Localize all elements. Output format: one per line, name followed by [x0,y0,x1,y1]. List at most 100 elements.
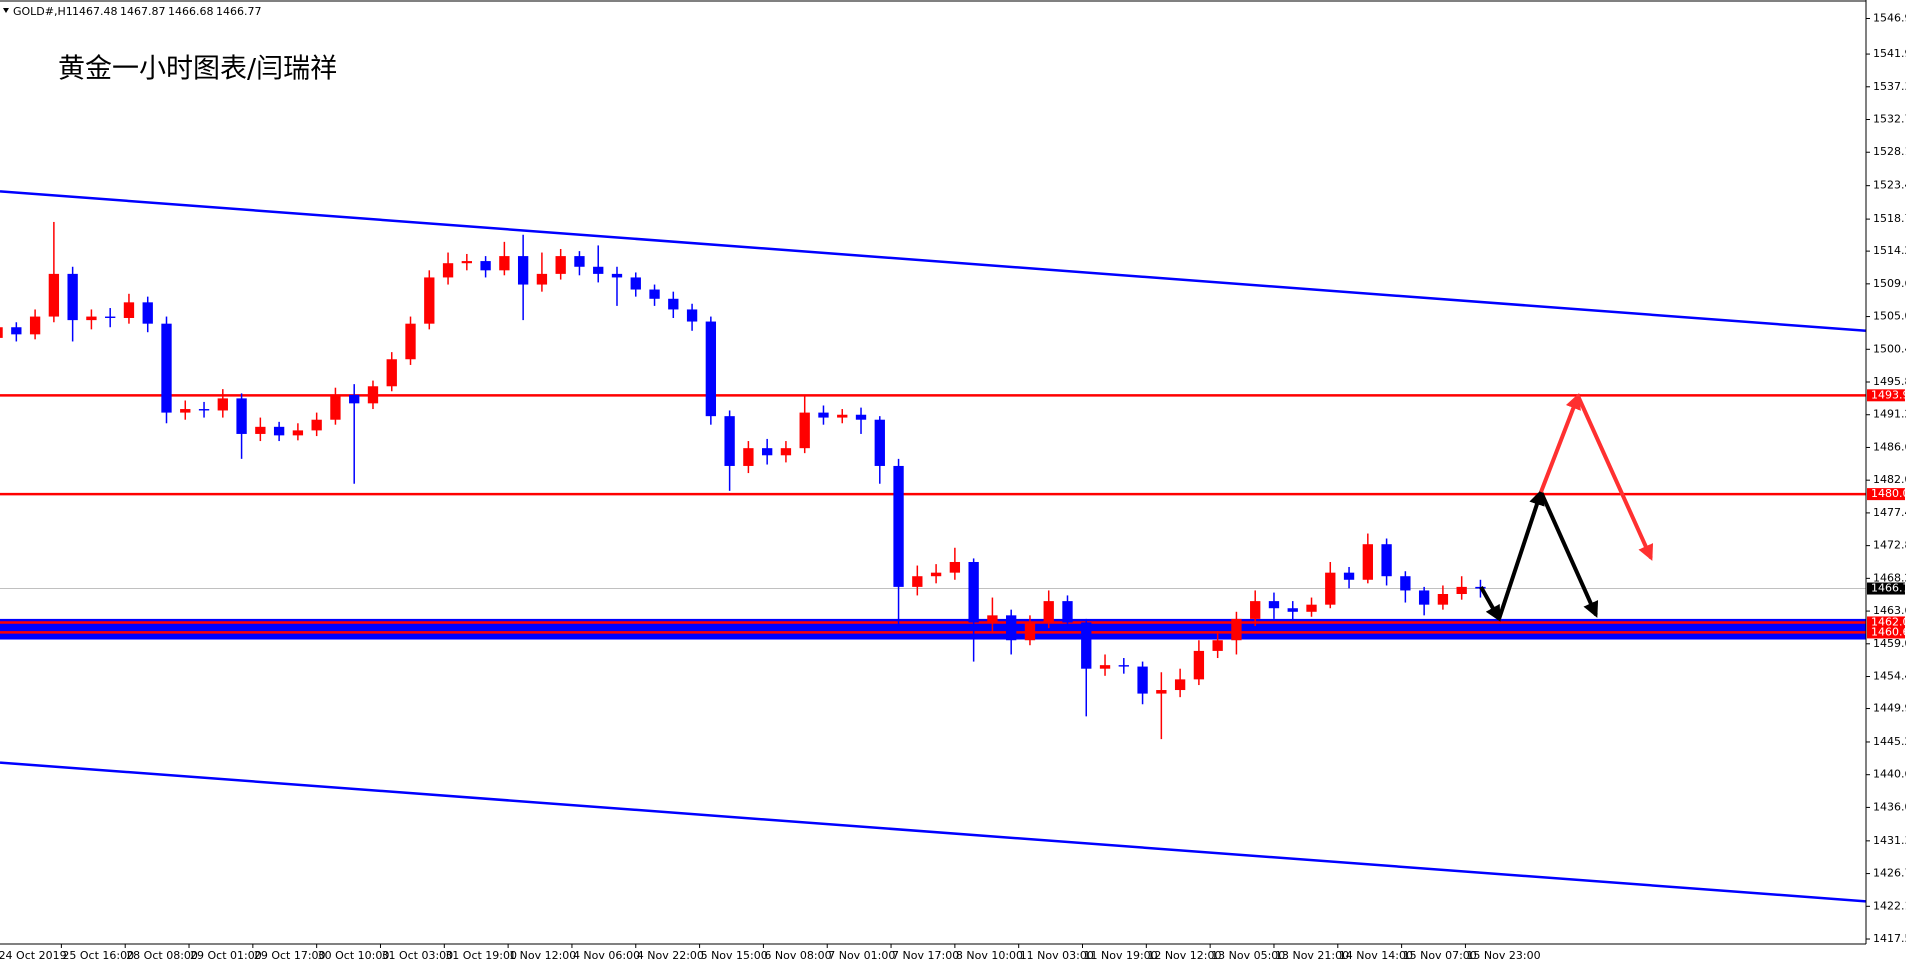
y-tick-label: 1514.20 [1873,244,1906,257]
y-tick-label: 1431.30 [1873,834,1906,847]
candle-body [799,412,810,449]
y-tick-label: 1454.40 [1873,670,1906,683]
x-tick-label: 15 Nov 07:00 [1403,949,1477,962]
candle-body [161,323,172,413]
arrows [1479,393,1654,622]
candle-body [292,430,304,436]
candle-body [555,256,566,274]
x-tick-label: 14 Nov 14:00 [1339,949,1413,962]
candle-body [536,273,548,285]
candle-body [1437,594,1449,605]
candle-body [705,321,717,417]
candle-body [1287,608,1298,612]
candle-body [517,256,529,285]
candle-body [105,316,116,318]
y-tick-label: 1449.90 [1873,702,1906,715]
candle-body [48,273,60,317]
candle-body [1362,544,1373,580]
price-tag-label: 1460.60 [1871,625,1906,638]
candle-body [217,398,228,411]
price-tag-label: 1462.00 [1871,615,1906,628]
candle-body [255,426,266,434]
y-tick-label: 1541.90 [1873,47,1906,60]
price-tag [1867,616,1905,629]
x-tick-label: 4 Nov 22:00 [637,949,704,962]
candle-body [67,273,78,321]
y-tick-label: 1486.60 [1873,440,1906,453]
trend-line [0,761,1867,903]
x-tick-label: 7 Nov 01:00 [828,949,895,962]
candle-body [442,263,454,278]
candle-body [1024,622,1036,641]
x-tick-label: 31 Oct 19:00 [445,949,517,962]
candle-body [649,289,660,299]
candle-body [1250,601,1261,619]
y-tick-label: 1440.60 [1873,768,1906,781]
candle-body [349,394,360,404]
candle-body [1268,601,1280,609]
candle-body [0,327,3,338]
x-tick-label: 24 Oct 2019 [0,949,67,962]
candle-body [424,277,435,324]
y-tick-label: 1491.20 [1873,408,1906,421]
header-value: 1467.48 [72,5,118,18]
y-tick-label: 1477.40 [1873,506,1906,519]
x-tick-label: 7 Nov 17:00 [892,949,959,962]
x-tick-label: 15 Nov 23:00 [1466,949,1540,962]
candle-body [780,448,792,456]
candle-body [180,409,191,413]
price-tag [1867,626,1905,639]
candle-body [123,302,135,318]
candle-body [668,298,679,310]
candle-body [499,256,510,271]
y-tick-label: 1422.10 [1873,899,1906,912]
candle-body [1231,618,1242,641]
candle-body [1381,544,1392,577]
y-tick-label: 1509.60 [1873,277,1906,290]
header-value: 1467.87 [120,5,166,18]
price-tag-label: 1466.77 [1871,582,1906,595]
candle-body [574,256,585,267]
y-tick-label: 1482.00 [1873,473,1906,486]
x-tick-label: 11 Nov 19:00 [1084,949,1158,962]
candle-body [1156,690,1167,694]
candle-body [593,266,604,274]
candle-body [1174,679,1186,691]
arrow [1539,393,1581,493]
candle-body [724,416,735,466]
x-tick-label: 8 Nov 10:00 [956,949,1023,962]
arrow [1497,488,1545,620]
menu-triangle [3,8,9,13]
x-tick-label: 6 Nov 08:00 [764,949,831,962]
candle-body [86,316,97,321]
candle-body [686,309,698,322]
y-tick-label: 1417.50 [1873,932,1906,945]
x-tick-label: 13 Nov 21:00 [1275,949,1349,962]
x-tick-label: 12 Nov 12:00 [1147,949,1221,962]
x-tick-label: 31 Oct 03:00 [381,949,453,962]
y-tick-label: 1459.00 [1873,637,1906,650]
price-tag [1867,488,1905,501]
candle-body [611,273,623,278]
candle-body [818,412,829,418]
candle-body [11,327,22,335]
y-tick-label: 1523.40 [1873,179,1906,192]
y-tick-label: 1468.20 [1873,571,1906,584]
price-tag-label: 1480.04 [1871,487,1906,500]
candle-body [949,561,961,573]
x-tick-label: 5 Nov 15:00 [701,949,768,962]
candle-body [198,409,210,411]
header-value: 1466.77 [216,5,262,18]
candle-body [480,261,491,271]
x-tick-label: 11 Nov 03:00 [1020,949,1094,962]
y-tick-label: 1505.00 [1873,310,1906,323]
x-tick-label: 13 Nov 05:00 [1211,949,1285,962]
candle-body [893,465,904,587]
candle-body [461,261,472,264]
x-tick-label: 1 Nov 12:00 [509,949,576,962]
candle-body [386,359,397,387]
arrow [1576,395,1654,561]
candle-body [405,323,416,360]
